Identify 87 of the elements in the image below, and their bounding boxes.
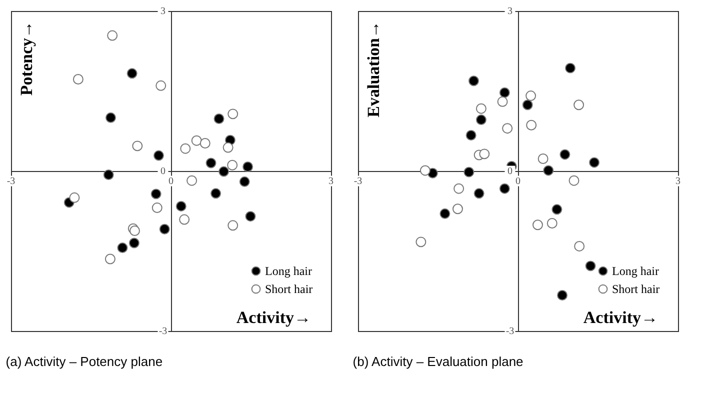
point: [132, 140, 143, 152]
point: [153, 150, 164, 161]
point: [568, 175, 580, 186]
x-tick-label: -3: [354, 176, 362, 187]
point: [560, 149, 570, 160]
point: [228, 220, 238, 231]
point: [176, 200, 186, 212]
point: [128, 238, 140, 248]
point: [546, 218, 558, 228]
x-axis-title: Activity→: [236, 308, 311, 327]
point: [522, 100, 533, 110]
point: [526, 120, 537, 130]
point: [72, 74, 84, 84]
point: [117, 242, 128, 254]
point: [218, 166, 230, 177]
point: [552, 204, 562, 215]
x-axis-title: Activity→: [583, 308, 658, 327]
y-tick-label: 0: [508, 166, 512, 177]
point: [242, 162, 254, 172]
y-tick-label: 3: [508, 6, 512, 17]
y-tick-label: -3: [506, 326, 514, 337]
point: [499, 87, 510, 98]
point: [191, 135, 202, 146]
point: [476, 114, 486, 126]
point: [557, 290, 568, 300]
point: [104, 254, 116, 264]
point: [543, 165, 554, 176]
point: [210, 188, 222, 199]
point: [159, 224, 170, 234]
y-tick-label: 3: [160, 6, 166, 17]
point: [228, 108, 238, 120]
legend-label: Long hair: [265, 264, 312, 278]
point: [186, 175, 198, 186]
point: [206, 158, 216, 168]
point: [479, 148, 490, 160]
point: [200, 138, 210, 148]
legend-label: Short hair: [612, 282, 660, 296]
point: [416, 236, 426, 248]
point: [589, 157, 600, 168]
point: [69, 192, 80, 203]
y-axis-title: Evaluation→: [364, 21, 383, 118]
point: [466, 130, 476, 140]
point: [497, 96, 508, 107]
point: [526, 90, 536, 102]
point: [420, 165, 430, 176]
legend-label: Short hair: [265, 282, 313, 296]
point: [103, 170, 114, 180]
point: [105, 112, 116, 123]
x-tick-label: 3: [328, 176, 334, 187]
point: [454, 183, 464, 194]
y-tick-label: 0: [160, 166, 166, 177]
point: [565, 62, 576, 74]
point: [474, 188, 484, 199]
point: [440, 208, 450, 219]
text: (b) Activity – Evaluation plane: [352, 354, 524, 370]
y-tick-label: -3: [158, 326, 168, 337]
point: [538, 154, 548, 164]
point: [214, 114, 224, 124]
point: [245, 211, 256, 222]
x-tick-label: 3: [676, 176, 680, 187]
point: [152, 202, 162, 214]
point: [222, 142, 234, 153]
x-tick-label: 0: [516, 176, 520, 187]
point: [585, 260, 596, 272]
point: [532, 220, 543, 230]
point: [468, 76, 479, 86]
point: [239, 176, 250, 187]
point: [464, 166, 474, 178]
text: (a) Activity – Potency plane: [6, 354, 163, 370]
x-tick-label: 0: [168, 176, 174, 187]
point: [180, 143, 191, 154]
y-axis-title: Potency→: [17, 21, 36, 96]
point: [502, 123, 513, 134]
point: [476, 103, 486, 114]
point: [150, 188, 162, 200]
point: [126, 68, 138, 79]
point: [107, 30, 118, 41]
legend-label: Long hair: [612, 264, 659, 278]
point: [156, 80, 166, 91]
point: [574, 100, 584, 110]
point: [179, 214, 190, 225]
point: [227, 160, 238, 170]
point: [129, 226, 140, 236]
point: [452, 204, 463, 214]
point: [499, 183, 510, 194]
point: [574, 240, 585, 252]
x-tick-label: -3: [6, 176, 16, 187]
